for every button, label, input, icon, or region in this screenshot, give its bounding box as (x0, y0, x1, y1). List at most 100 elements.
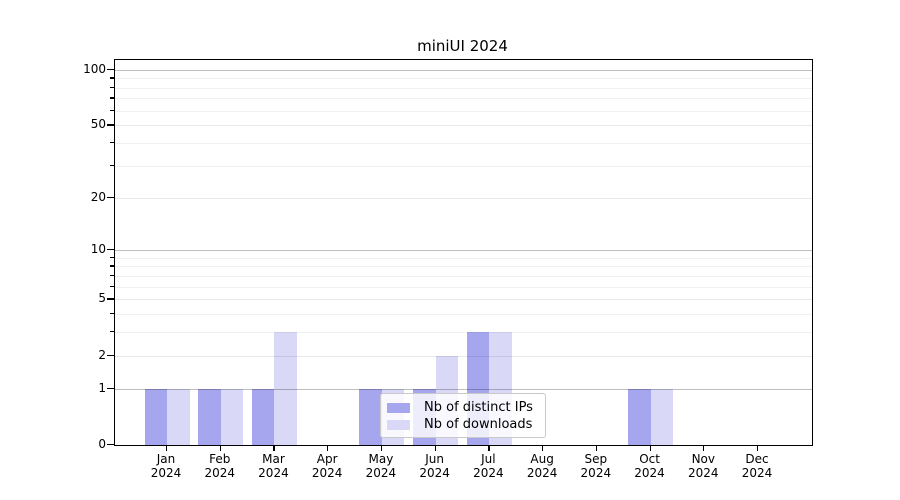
legend-swatch-distinct-ips (387, 402, 410, 413)
chart-title: miniUI 2024 (417, 37, 508, 55)
x-tick-mark (595, 445, 598, 451)
bar-jan-downloads (167, 388, 190, 445)
major-gridline (115, 69, 812, 71)
y-tick-mark (107, 444, 114, 446)
x-tick-label: Jul 2024 (453, 452, 523, 480)
x-tick-label-year: 2024 (688, 466, 719, 480)
major-gridline (115, 388, 812, 390)
minor-gridline (115, 165, 812, 167)
x-tick-label-year: 2024 (150, 466, 182, 480)
x-tick-label-month: Sep (584, 452, 608, 466)
x-tick-label: Jan 2024 (131, 452, 201, 480)
bar-mar-distinct-ips (251, 388, 275, 445)
x-tick-label: Aug 2024 (507, 452, 577, 480)
x-tick-label-year: 2024 (473, 466, 504, 480)
x-tick-label-month: Jul (481, 452, 496, 466)
y-tick-mark (107, 354, 114, 356)
minor-gridline (115, 286, 812, 288)
y-minor-tick-mark (110, 77, 114, 79)
x-tick-label-year: 2024 (311, 466, 343, 480)
legend-item-downloads: Nb of downloads (387, 416, 537, 433)
y-minor-tick-mark (110, 164, 114, 167)
x-tick-mark (380, 445, 383, 451)
legend-swatch-downloads (387, 419, 410, 430)
y-minor-tick-mark (110, 142, 114, 144)
x-tick-label-year: 2024 (580, 466, 612, 480)
minor-gridline (115, 266, 812, 268)
x-tick-mark (273, 445, 275, 451)
minor-gridline (115, 143, 812, 145)
minor-gridline (115, 332, 812, 334)
y-tick-mark (107, 249, 114, 251)
x-tick-label: Nov 2024 (668, 452, 738, 480)
x-tick-label: Jun 2024 (400, 452, 470, 480)
y-minor-tick-mark (110, 97, 114, 99)
x-tick-label-month: Nov (691, 452, 715, 466)
minor-gridline (115, 78, 812, 80)
y-tick-mark (107, 298, 114, 300)
x-tick-mark (649, 445, 651, 451)
y-tick-label: 10 (90, 242, 106, 257)
y-tick-label: 2 (98, 347, 106, 362)
x-tick-mark (327, 445, 329, 451)
gridline (115, 125, 812, 127)
x-tick-label: Dec 2024 (722, 452, 792, 480)
gridline (115, 299, 812, 301)
x-tick-label-month: Jan (156, 452, 176, 466)
bar-feb-distinct-ips (198, 388, 221, 445)
legend-item-distinct-ips: Nb of distinct IPs (387, 399, 537, 416)
x-tick-label: May 2024 (346, 452, 416, 480)
bar-oct-distinct-ips (628, 388, 651, 445)
x-tick-label: Feb 2024 (185, 452, 255, 480)
y-minor-tick-mark (110, 86, 114, 88)
y-tick-mark (107, 68, 114, 71)
x-tick-label-year: 2024 (634, 466, 665, 480)
minor-gridline (115, 275, 812, 277)
x-tick-label-month: Apr (316, 452, 338, 466)
minor-gridline (115, 257, 812, 259)
minor-gridline (115, 87, 812, 89)
major-gridline (115, 250, 812, 252)
y-tick-mark (107, 196, 114, 198)
x-tick-label-month: Jun (425, 452, 445, 466)
x-tick-mark (488, 445, 490, 451)
x-tick-label: Apr 2024 (292, 452, 362, 480)
bar-oct-downloads (650, 388, 674, 445)
minor-gridline (115, 314, 812, 316)
x-tick-mark (703, 445, 705, 451)
x-tick-mark (219, 445, 221, 451)
x-tick-label-month: Feb (209, 452, 231, 466)
y-tick-label: 50 (90, 117, 106, 132)
x-tick-label-year: 2024 (204, 466, 235, 480)
x-tick-label-month: Aug (530, 452, 554, 466)
x-tick-label-year: 2024 (258, 466, 289, 480)
y-minor-tick-mark (110, 109, 114, 112)
minor-gridline (115, 110, 812, 112)
minor-gridline (115, 98, 812, 100)
x-tick-label: Mar 2024 (238, 452, 308, 480)
x-tick-mark (166, 445, 168, 451)
x-tick-label-year: 2024 (419, 466, 450, 480)
gridline (115, 355, 812, 357)
y-minor-tick-mark (110, 285, 114, 287)
x-tick-label-year: 2024 (526, 466, 558, 480)
x-tick-label: Sep 2024 (561, 452, 631, 480)
y-tick-label: 1 (98, 380, 106, 395)
y-tick-label: 0 (98, 437, 106, 451)
plot-area: Nb of distinct IPs Nb of downloads (114, 59, 813, 446)
x-tick-mark (757, 445, 759, 451)
y-minor-tick-mark (110, 265, 114, 267)
y-tick-mark (107, 387, 114, 389)
legend: Nb of distinct IPs Nb of downloads (380, 393, 546, 438)
y-minor-tick-mark (110, 313, 114, 315)
bar-feb-downloads (220, 388, 244, 445)
bar-mar-downloads (274, 332, 297, 445)
bar-may-distinct-ips (359, 388, 382, 445)
x-tick-mark (434, 445, 436, 451)
x-tick-label-month: May (368, 452, 394, 466)
x-tick-label-month: Dec (745, 452, 769, 466)
bar-jan-distinct-ips (144, 388, 167, 445)
gridline (115, 197, 812, 199)
y-tick-label: 20 (90, 189, 106, 204)
